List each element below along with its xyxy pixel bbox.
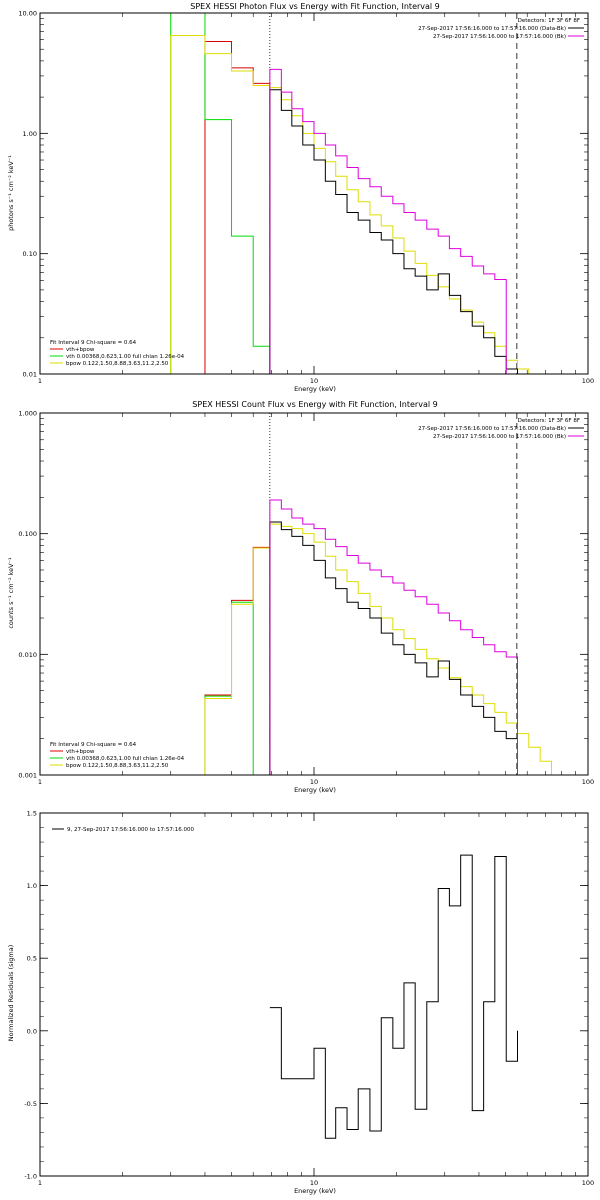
photon-flux-x-tick-label: 100	[582, 377, 594, 385]
count-flux-detector-legend: Detectors: 1F 3F 6F 8F 27-Sep-2017 17:56…	[418, 418, 584, 440]
photon-flux-detector-header: Detectors: 1F 3F 6F 8F	[518, 18, 580, 24]
photon-flux-x-tick-label: 1	[38, 377, 42, 385]
residuals-panel: Energy (keV) Normalized Residuals (sigma…	[7, 810, 594, 1196]
residuals-x-tick-label: 1	[38, 1179, 42, 1187]
photon-flux-y-tick-label: 1.00	[23, 130, 37, 138]
count-flux-x-tick-label: 100	[582, 778, 594, 786]
photon-flux-detector-entry-data: 27-Sep-2017 17:56:16.000 to 17:57:16.000…	[418, 26, 566, 32]
photon-flux-title: SPEX HESSI Photon Flux vs Energy with Fi…	[190, 2, 440, 11]
count-flux-series-1	[204, 601, 254, 775]
photon-flux-fit-entry-vth: vth 0.00368,0.623,1.00 full chian 1.26e-…	[66, 354, 185, 360]
photon-flux-fit-header: Fit Interval 9 Chi-square = 0.64	[50, 340, 137, 346]
count-flux-series-2	[204, 523, 563, 776]
residuals-legend: 9, 27-Sep-2017 17:56:16.000 to 17:57:16.…	[52, 827, 194, 833]
residuals-x-tick-label: 10	[310, 1179, 318, 1187]
photon-flux-fit-entry-bpow: bpow 0.122,1.50,8.88,3.63,11.2,2.50	[66, 361, 169, 367]
count-flux-x-label: Energy (keV)	[294, 786, 336, 794]
photon-flux-x-label: Energy (keV)	[294, 385, 336, 393]
count-flux-y-tick-label: 0.010	[18, 651, 37, 659]
residuals-plot-frame	[39, 812, 589, 1177]
photon-flux-series-2	[170, 35, 552, 375]
count-flux-fit-entry-total: vth+bpow	[66, 749, 95, 755]
count-flux-fit-entry-vth: vth 0.00368,0.623,1.00 full chian 1.26e-…	[66, 756, 185, 762]
count-flux-y-tick-label: 1.000	[18, 410, 37, 418]
photon-flux-x-tick-label: 10	[310, 377, 318, 385]
residuals-y-tick-label: -1.0	[24, 1173, 37, 1181]
count-flux-y-tick-label: 0.001	[18, 772, 37, 780]
residuals-y-tick-label: -0.5	[24, 1100, 37, 1108]
count-flux-detector-entry-data: 27-Sep-2017 17:56:16.000 to 17:57:16.000…	[418, 426, 566, 432]
residuals-x-tick-label: 100	[582, 1179, 594, 1187]
count-flux-fit-legend: Fit Interval 9 Chi-square = 0.64 vth+bpo…	[50, 742, 185, 769]
residuals-y-label: Normalized Residuals (sigma)	[7, 945, 15, 1042]
photon-flux-fit-legend: Fit Interval 9 Chi-square = 0.64 vth+bpo…	[50, 340, 185, 367]
count-flux-plot-frame	[39, 412, 589, 776]
count-flux-y-tick-label: 0.100	[18, 530, 37, 538]
residuals-series-0	[269, 854, 519, 1139]
photon-flux-y-tick-label: 0.10	[23, 250, 37, 258]
photon-flux-series-1	[170, 12, 271, 374]
photon-flux-plot-frame	[39, 12, 589, 375]
count-flux-fit-entry-bpow: bpow 0.122,1.50,8.88,3.63,11.2,2.50	[66, 763, 169, 769]
photon-flux-y-tick-label: 10.00	[18, 10, 37, 18]
photon-flux-y-label: photons s⁻¹ cm⁻² keV⁻¹	[7, 155, 15, 231]
residuals-y-tick-label: 0.5	[27, 955, 37, 963]
count-flux-series-3	[269, 521, 519, 775]
count-flux-series-4	[269, 499, 519, 775]
residuals-x-label: Energy (keV)	[294, 1187, 336, 1195]
photon-flux-y-tick-label: 0.01	[23, 371, 37, 379]
photon-flux-detector-legend: Detectors: 1F 3F 6F 8F 27-Sep-2017 17:56…	[418, 18, 584, 40]
residuals-y-tick-label: 1.5	[27, 810, 37, 818]
count-flux-x-tick-label: 1	[38, 778, 42, 786]
photon-flux-fit-entry-total: vth+bpow	[66, 347, 95, 353]
count-flux-series-0	[204, 546, 271, 775]
residuals-legend-entry: 9, 27-Sep-2017 17:56:16.000 to 17:57:16.…	[67, 827, 194, 833]
residuals-y-tick-label: 1.0	[27, 882, 37, 890]
count-flux-y-label: counts s⁻¹ cm⁻² keV⁻¹	[7, 557, 15, 629]
count-flux-detector-entry-bk: 27-Sep-2017 17:56:16.000 to 17:57:16.000…	[433, 434, 566, 440]
count-flux-fit-header: Fit Interval 9 Chi-square = 0.64	[50, 742, 137, 748]
count-flux-title: SPEX HESSI Count Flux vs Energy with Fit…	[192, 400, 437, 409]
photon-flux-series-3	[269, 89, 519, 374]
photon-flux-series-0	[204, 40, 271, 374]
count-flux-x-tick-label: 10	[310, 778, 318, 786]
residuals-y-tick-label: 0.0	[27, 1027, 37, 1035]
photon-flux-panel: SPEX HESSI Photon Flux vs Energy with Fi…	[7, 2, 594, 393]
photon-flux-detector-entry-bk: 27-Sep-2017 17:56:16.000 to 17:57:16.000…	[433, 34, 566, 40]
count-flux-detector-header: Detectors: 1F 3F 6F 8F	[518, 418, 580, 424]
photon-flux-series-4	[269, 68, 507, 374]
count-flux-panel: SPEX HESSI Count Flux vs Energy with Fit…	[7, 400, 594, 794]
